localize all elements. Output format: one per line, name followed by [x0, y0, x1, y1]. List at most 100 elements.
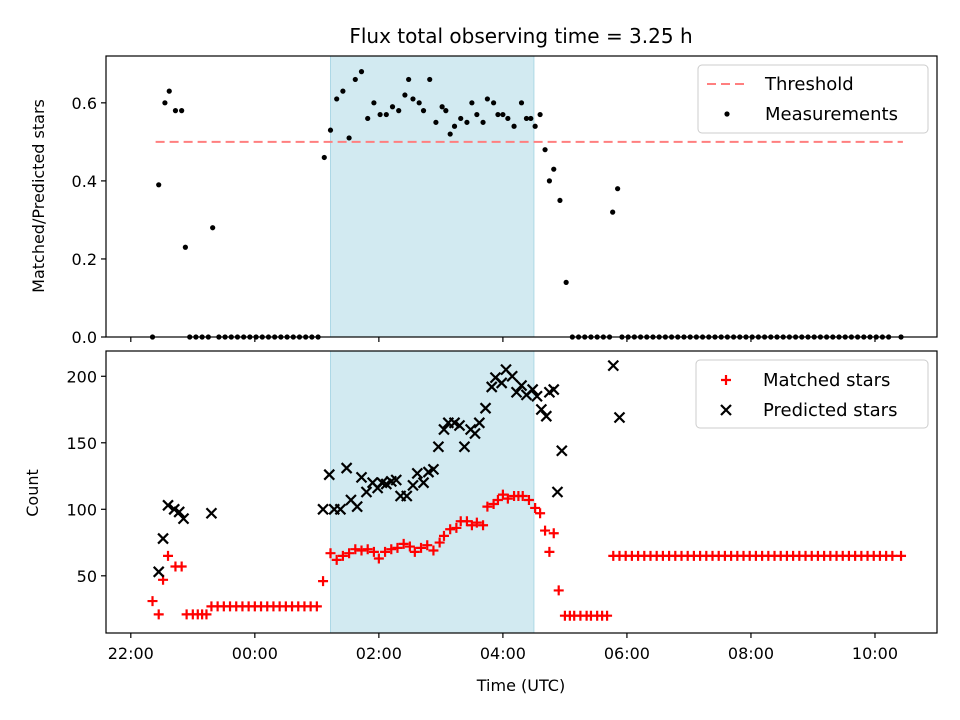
- matched-star-point: [517, 490, 528, 501]
- top-frame: [105, 55, 938, 338]
- measurement-point: [179, 108, 185, 114]
- bottom-legend: Matched stars Predicted stars: [695, 359, 929, 429]
- predicted-star-point: [334, 503, 347, 516]
- legend-matched-label: Matched stars: [763, 370, 890, 391]
- matched-star-point: [530, 502, 541, 513]
- measurement-point: [321, 154, 327, 161]
- measurement-point: [495, 111, 501, 118]
- matched-star-point: [344, 548, 355, 559]
- matched-star-point: [887, 550, 898, 561]
- measurement-point: [615, 186, 621, 192]
- x-tick-label: 06:00: [604, 644, 650, 663]
- predicted-star-point: [515, 379, 528, 392]
- predicted-star-point: [556, 444, 568, 457]
- predicted-star-point: [407, 479, 419, 492]
- predicted-star-point: [351, 500, 363, 513]
- predicted-star-point: [360, 486, 373, 498]
- predicted-star-point: [540, 410, 553, 422]
- measurement-point: [546, 178, 553, 184]
- predicted-star-point: [323, 468, 336, 481]
- matched-star-point: [337, 550, 348, 561]
- predicted-star-point: [438, 423, 450, 436]
- predicted-star-point: [506, 370, 518, 383]
- top-legend-box: [697, 64, 929, 134]
- predicted-star-point: [317, 503, 329, 516]
- bottom-y-axis-label: Count: [23, 469, 42, 517]
- predicted-star-point: [510, 386, 523, 399]
- bottom-y-tick-label: 100: [66, 500, 97, 519]
- bottom-y-tick-label: 50: [77, 567, 97, 586]
- measurement-point: [542, 147, 548, 153]
- measurement-point: [406, 76, 412, 83]
- matched-star-point: [482, 501, 493, 512]
- matched-star-point: [896, 550, 907, 561]
- measurement-point: [523, 115, 530, 122]
- predicted-star-point: [473, 417, 486, 429]
- predicted-star-point: [355, 471, 368, 484]
- measurement-point: [474, 111, 480, 118]
- measurement-point: [532, 123, 538, 129]
- measurement-point: [557, 197, 563, 204]
- measurement-point: [172, 108, 179, 114]
- top-axes: 0.0 0.2 0.4 0.6: [72, 55, 938, 347]
- matched-star-point: [478, 520, 489, 531]
- predicted-star-point: [453, 419, 466, 432]
- matched-star-point: [428, 545, 439, 556]
- matched-star-point: [318, 576, 329, 587]
- matched-star-point: [356, 545, 367, 556]
- predicted-star-point: [205, 507, 218, 520]
- predicted-star-point: [495, 377, 508, 389]
- predicted-star-point: [458, 440, 471, 453]
- predicted-star-point: [607, 359, 620, 372]
- measurement-point: [377, 111, 383, 118]
- measurement-point: [327, 127, 334, 133]
- matched-star-point: [147, 596, 158, 607]
- measurement-point: [511, 123, 517, 129]
- measurements-series: [149, 69, 904, 340]
- measurement-point: [358, 69, 365, 75]
- measurement-point: [537, 111, 543, 118]
- measurement-point: [166, 88, 172, 94]
- measurement-point: [464, 119, 470, 125]
- measurement-point: [490, 100, 497, 106]
- matched-star-point: [548, 528, 559, 539]
- top-highlight-span: [329, 55, 535, 338]
- bottom-y-tick-label: 200: [66, 367, 97, 386]
- top-y-axis-label: Matched/Predicted stars: [29, 99, 48, 293]
- measurement-point: [420, 108, 427, 114]
- predicted-star-point: [177, 512, 190, 525]
- predicted-star-point: [469, 427, 481, 440]
- bottom-axes: 50 100 150 200 22:00 00:00 02:00 04:00 06:00 08:0…: [66, 350, 938, 663]
- predicted-star-point: [485, 381, 498, 393]
- predicted-star-point: [526, 383, 539, 396]
- matched-star-point: [492, 494, 503, 505]
- measurement-point: [469, 100, 475, 106]
- matched-star-point: [176, 561, 187, 572]
- top-legend: Threshold Measurements: [697, 64, 929, 134]
- measurement-point: [518, 100, 525, 106]
- measurement-point: [480, 119, 486, 125]
- matched-star-point: [471, 517, 482, 528]
- top-y-tick-label: 0.4: [72, 172, 97, 191]
- measurement-point: [396, 108, 402, 114]
- matched-star-point: [434, 537, 445, 548]
- matched-star-point: [422, 540, 433, 551]
- bottom-highlight-span: [329, 350, 535, 634]
- measurement-point: [500, 111, 506, 118]
- measurement-point: [427, 76, 433, 83]
- matched-star-point: [523, 494, 534, 505]
- matched-star-point: [409, 546, 420, 557]
- matched-star-point: [540, 525, 551, 536]
- matched-star-point: [331, 554, 342, 565]
- bottom-frame: [105, 350, 938, 634]
- matched-star-point: [350, 544, 361, 555]
- predicted-star-point: [400, 490, 413, 502]
- measurement-point: [162, 100, 168, 106]
- measurement-point: [371, 100, 377, 106]
- measurement-point: [383, 111, 389, 118]
- x-tick-label: 02:00: [356, 644, 402, 663]
- predicted-star-point: [417, 476, 430, 489]
- measurement-point: [340, 88, 346, 94]
- matched-star-point: [368, 546, 379, 557]
